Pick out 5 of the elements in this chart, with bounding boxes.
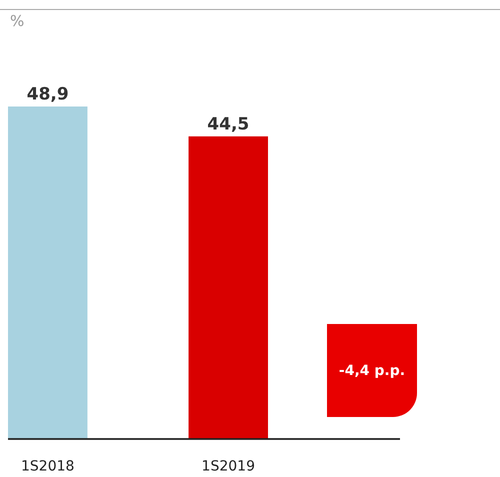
x-tick-label: 1S2019 <box>202 458 255 474</box>
data-label: 48,9 <box>26 84 69 104</box>
y-axis-title: % <box>10 12 24 30</box>
data-label: 44,5 <box>207 114 250 134</box>
x-tick-label: 1S2018 <box>21 458 74 474</box>
